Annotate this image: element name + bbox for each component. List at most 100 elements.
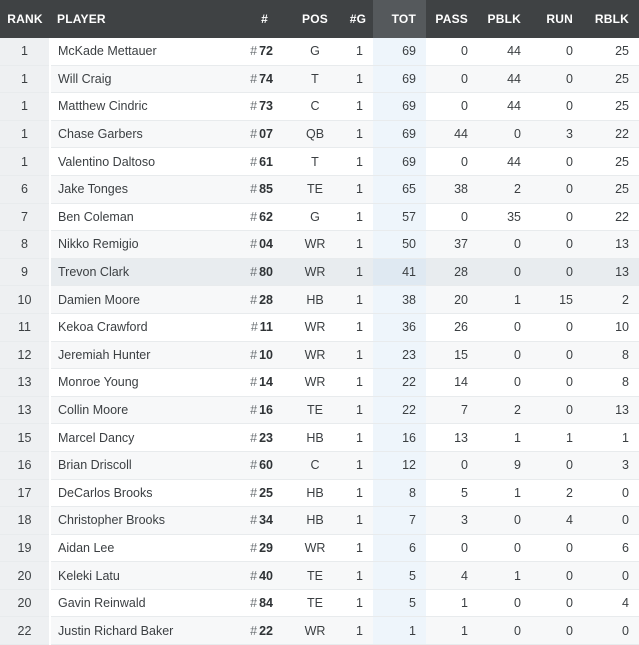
column-header-player[interactable]: PLAYER bbox=[50, 0, 242, 38]
table-row[interactable]: 13 Monroe Young #14 WR 1 22 14 0 0 8 bbox=[0, 368, 639, 397]
jersey-number-cell: #74 bbox=[242, 65, 287, 94]
column-header-games[interactable]: #G bbox=[343, 0, 373, 38]
player-name-link[interactable]: DeCarlos Brooks bbox=[50, 479, 242, 508]
player-name-link[interactable]: Kekoa Crawford bbox=[50, 313, 242, 342]
jersey-number: 23 bbox=[259, 430, 273, 445]
player-name-link[interactable]: Will Craig bbox=[50, 65, 242, 94]
table-row[interactable]: 17 DeCarlos Brooks #25 HB 1 8 5 1 2 0 bbox=[0, 479, 639, 508]
column-header-rank[interactable]: RANK bbox=[0, 0, 50, 38]
column-header-position[interactable]: POS bbox=[287, 0, 343, 38]
table-row[interactable]: 22 Justin Richard Baker #22 WR 1 1 1 0 0 0 bbox=[0, 616, 639, 645]
games-cell: 1 bbox=[343, 230, 373, 259]
column-header-run-block[interactable]: RBLK bbox=[583, 0, 639, 38]
pass-block-snaps-cell: 0 bbox=[478, 258, 531, 287]
player-name-link[interactable]: Gavin Reinwald bbox=[50, 589, 242, 618]
position-cell: HB bbox=[287, 506, 343, 535]
games-cell: 1 bbox=[343, 92, 373, 121]
player-name-link[interactable]: Marcel Dancy bbox=[50, 423, 242, 452]
player-name-link[interactable]: Damien Moore bbox=[50, 285, 242, 314]
total-snaps-cell: 7 bbox=[373, 506, 426, 535]
run-block-snaps-cell: 0 bbox=[583, 616, 639, 645]
hash-symbol: # bbox=[250, 513, 258, 528]
jersey-number: 16 bbox=[259, 403, 273, 418]
pass-snaps-cell: 3 bbox=[426, 506, 478, 535]
games-cell: 1 bbox=[343, 38, 373, 66]
run-snaps-cell: 0 bbox=[531, 451, 583, 480]
jersey-number-cell: #40 bbox=[242, 561, 287, 590]
table-row[interactable]: 1 Chase Garbers #07 QB 1 69 44 0 3 22 bbox=[0, 120, 639, 149]
table-row[interactable]: 20 Keleki Latu #40 TE 1 5 4 1 0 0 bbox=[0, 561, 639, 590]
hash-symbol: # bbox=[250, 44, 258, 59]
player-name-link[interactable]: Collin Moore bbox=[50, 396, 242, 425]
player-name-link[interactable]: Keleki Latu bbox=[50, 561, 242, 590]
total-snaps-cell: 69 bbox=[373, 120, 426, 149]
player-name-link[interactable]: Brian Driscoll bbox=[50, 451, 242, 480]
table-row[interactable]: 19 Aidan Lee #29 WR 1 6 0 0 0 6 bbox=[0, 534, 639, 563]
games-cell: 1 bbox=[343, 285, 373, 314]
run-block-snaps-cell: 1 bbox=[583, 423, 639, 452]
total-snaps-cell: 5 bbox=[373, 589, 426, 618]
position-cell: T bbox=[287, 147, 343, 176]
jersey-number: 60 bbox=[259, 458, 273, 473]
total-snaps-cell: 23 bbox=[373, 341, 426, 370]
header-row: RANK PLAYER # POS #G TOT PASS PBLK RUN R… bbox=[0, 0, 639, 38]
rank-cell: 1 bbox=[0, 120, 51, 149]
rank-cell: 1 bbox=[0, 65, 51, 94]
position-cell: C bbox=[287, 92, 343, 121]
player-name-link[interactable]: Ben Coleman bbox=[50, 203, 242, 232]
column-header-pass[interactable]: PASS bbox=[426, 0, 478, 38]
total-snaps-cell: 1 bbox=[373, 616, 426, 645]
player-name-link[interactable]: Justin Richard Baker bbox=[50, 616, 242, 645]
column-header-number[interactable]: # bbox=[242, 0, 287, 38]
player-name-link[interactable]: Jeremiah Hunter bbox=[50, 341, 242, 370]
table-row[interactable]: 20 Gavin Reinwald #84 TE 1 5 1 0 0 4 bbox=[0, 589, 639, 618]
table-row[interactable]: 1 Will Craig #74 T 1 69 0 44 0 25 bbox=[0, 65, 639, 94]
run-snaps-cell: 0 bbox=[531, 258, 583, 287]
pass-block-snaps-cell: 1 bbox=[478, 561, 531, 590]
player-name-link[interactable]: Aidan Lee bbox=[50, 534, 242, 563]
column-header-pass-block[interactable]: PBLK bbox=[478, 0, 531, 38]
table-row[interactable]: 16 Brian Driscoll #60 C 1 12 0 9 0 3 bbox=[0, 451, 639, 480]
pass-snaps-cell: 5 bbox=[426, 479, 478, 508]
player-name-link[interactable]: Matthew Cindric bbox=[50, 92, 242, 121]
player-name-link[interactable]: McKade Mettauer bbox=[50, 38, 242, 66]
position-cell: C bbox=[287, 451, 343, 480]
pass-snaps-cell: 20 bbox=[426, 285, 478, 314]
player-name-link[interactable]: Jake Tonges bbox=[50, 175, 242, 204]
run-block-snaps-cell: 22 bbox=[583, 120, 639, 149]
table-row[interactable]: 1 Matthew Cindric #73 C 1 69 0 44 0 25 bbox=[0, 92, 639, 121]
jersey-number: 10 bbox=[259, 347, 273, 362]
table-row[interactable]: 7 Ben Coleman #62 G 1 57 0 35 0 22 bbox=[0, 203, 639, 232]
jersey-number-cell: #29 bbox=[242, 534, 287, 563]
table-row[interactable]: 9 Trevon Clark #80 WR 1 41 28 0 0 13 bbox=[0, 258, 639, 287]
position-cell: TE bbox=[287, 396, 343, 425]
hash-symbol: # bbox=[250, 71, 258, 86]
column-header-run[interactable]: RUN bbox=[531, 0, 583, 38]
games-cell: 1 bbox=[343, 451, 373, 480]
player-name-link[interactable]: Chase Garbers bbox=[50, 120, 242, 149]
table-row[interactable]: 13 Collin Moore #16 TE 1 22 7 2 0 13 bbox=[0, 396, 639, 425]
table-row[interactable]: 18 Christopher Brooks #34 HB 1 7 3 0 4 0 bbox=[0, 506, 639, 535]
run-snaps-cell: 0 bbox=[531, 65, 583, 94]
total-snaps-cell: 22 bbox=[373, 396, 426, 425]
player-name-link[interactable]: Christopher Brooks bbox=[50, 506, 242, 535]
column-header-total[interactable]: TOT bbox=[373, 0, 426, 38]
table-row[interactable]: 8 Nikko Remigio #04 WR 1 50 37 0 0 13 bbox=[0, 230, 639, 259]
table-row[interactable]: 1 Valentino Daltoso #61 T 1 69 0 44 0 25 bbox=[0, 147, 639, 176]
games-cell: 1 bbox=[343, 175, 373, 204]
run-snaps-cell: 0 bbox=[531, 230, 583, 259]
hash-symbol: # bbox=[250, 458, 258, 473]
run-block-snaps-cell: 8 bbox=[583, 368, 639, 397]
player-name-link[interactable]: Nikko Remigio bbox=[50, 230, 242, 259]
table-row[interactable]: 11 Kekoa Crawford #11 WR 1 36 26 0 0 10 bbox=[0, 313, 639, 342]
table-row[interactable]: 6 Jake Tonges #85 TE 1 65 38 2 0 25 bbox=[0, 175, 639, 204]
pass-block-snaps-cell: 0 bbox=[478, 230, 531, 259]
rank-cell: 1 bbox=[0, 38, 51, 66]
player-name-link[interactable]: Monroe Young bbox=[50, 368, 242, 397]
table-row[interactable]: 15 Marcel Dancy #23 HB 1 16 13 1 1 1 bbox=[0, 423, 639, 452]
player-name-link[interactable]: Valentino Daltoso bbox=[50, 147, 242, 176]
player-name-link[interactable]: Trevon Clark bbox=[50, 258, 242, 287]
table-row[interactable]: 12 Jeremiah Hunter #10 WR 1 23 15 0 0 8 bbox=[0, 341, 639, 370]
table-row[interactable]: 1 McKade Mettauer #72 G 1 69 0 44 0 25 bbox=[0, 38, 639, 66]
table-row[interactable]: 10 Damien Moore #28 HB 1 38 20 1 15 2 bbox=[0, 285, 639, 314]
